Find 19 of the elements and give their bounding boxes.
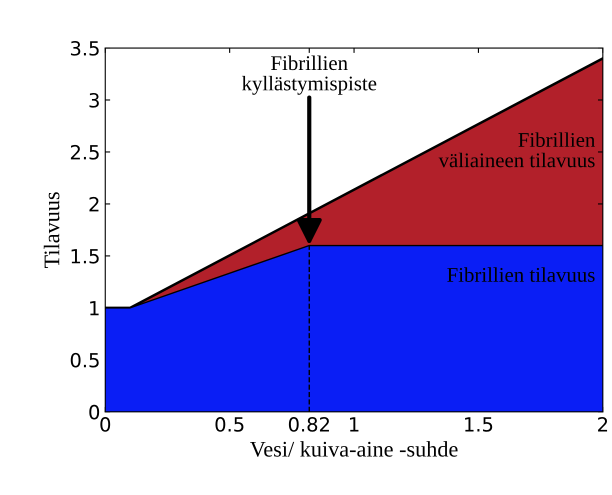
x-tick-label: 1.5 <box>465 417 492 432</box>
x-tick-label: 1 <box>350 417 358 432</box>
x-tick-label: 0.82 <box>288 417 329 432</box>
x-tick-label: 0 <box>100 417 110 432</box>
y-axis-title: Tilavuus <box>44 192 60 268</box>
series-label: Fibrillien tilavuus <box>447 267 595 282</box>
x-tick-label: 2 <box>598 417 608 432</box>
annotation: Fibrillien kyllästymispiste <box>242 56 376 95</box>
y-tick-label: 0 <box>89 404 100 420</box>
y-tick-label: 2.5 <box>70 144 99 160</box>
y-tick-label: 2 <box>89 196 98 212</box>
legend-label: Fibrillien väliaineen tilavuus <box>438 132 596 168</box>
x-tick-label: 0.5 <box>215 417 244 432</box>
y-tick-label: 1.5 <box>72 249 99 264</box>
x-axis-title: Vesi/ kuiva-aine -suhde <box>250 441 458 457</box>
y-tick-label: 3.5 <box>70 40 99 56</box>
y-tick-label: 0.5 <box>70 352 99 368</box>
y-tick-label: 1 <box>90 301 99 316</box>
y-tick-label: 3 <box>90 92 99 108</box>
